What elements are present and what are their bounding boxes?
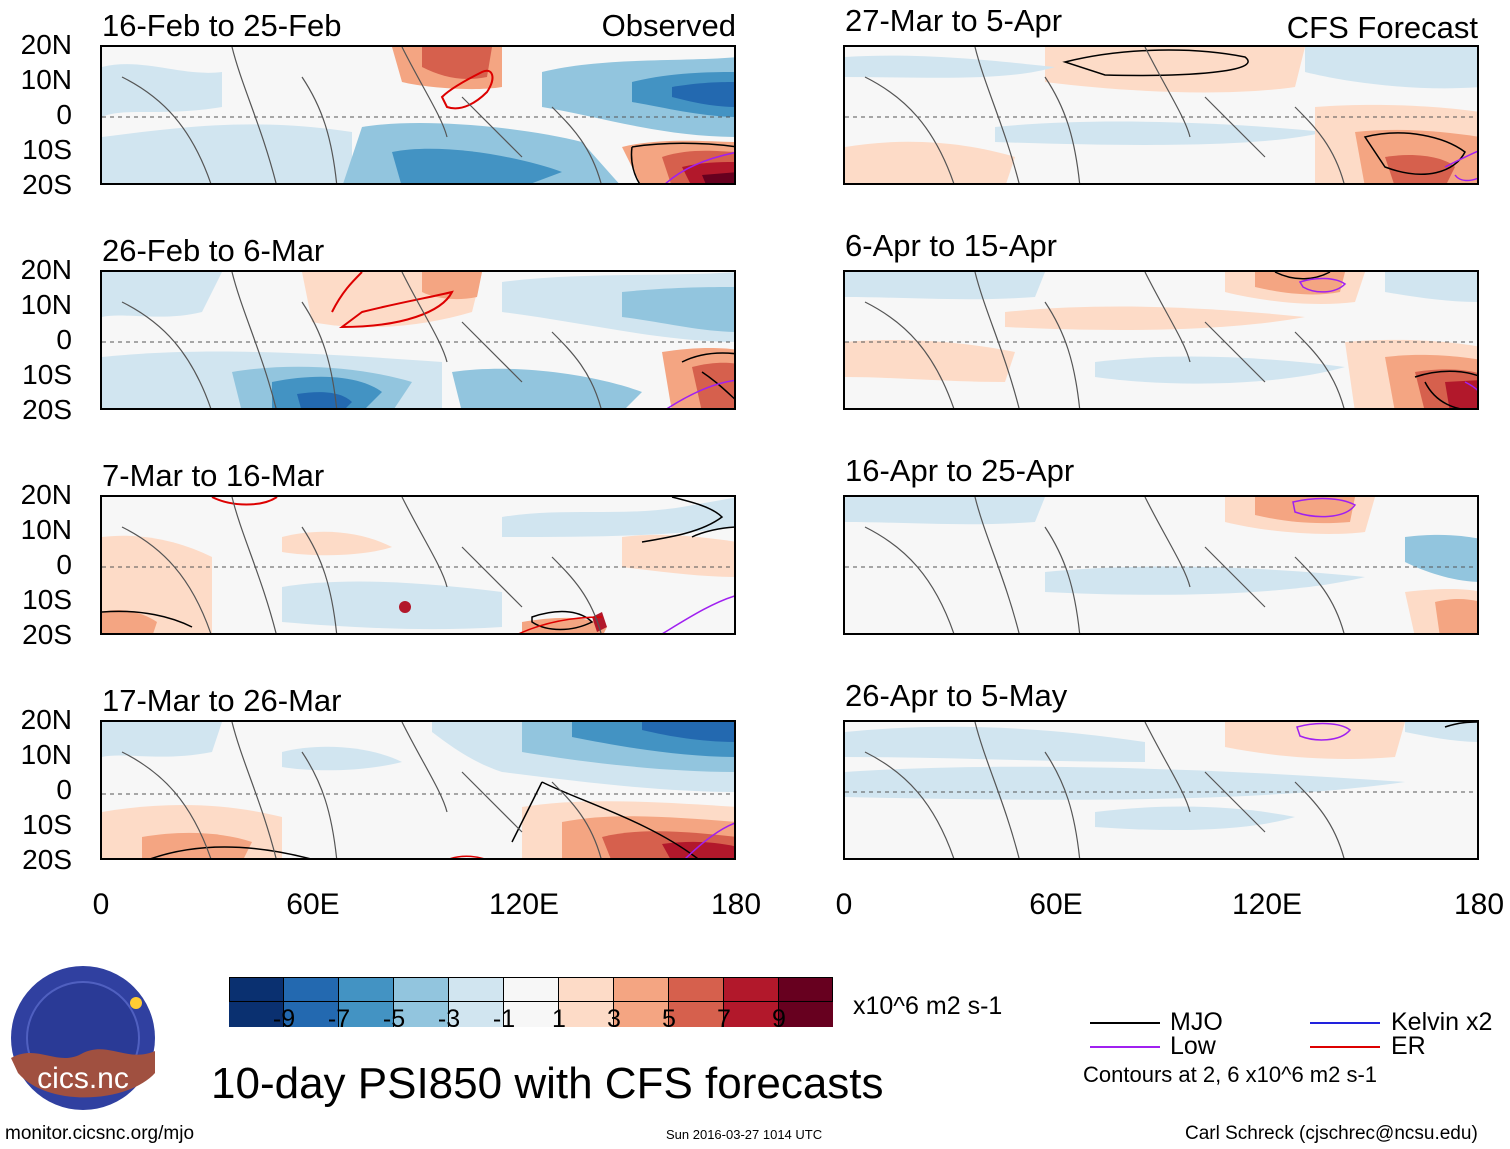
lat-label-10s: 10S <box>22 359 72 390</box>
lat-label-10s: 10S <box>22 809 72 840</box>
colorbar-label: -5 <box>382 1005 406 1033</box>
footer-timestamp: Sun 2016-03-27 1014 UTC <box>666 1127 823 1142</box>
colorbar-swatch <box>559 977 614 1027</box>
lat-label-20s: 20S <box>22 844 72 875</box>
colorbar-units: x10^6 m2 s-1 <box>853 992 1003 1020</box>
colorbar-swatch <box>339 977 394 1027</box>
legend-label-kelvin: Kelvin x2 <box>1391 1008 1493 1036</box>
colorbar-label: 3 <box>607 1005 621 1033</box>
panel-forecast-4 <box>843 720 1479 860</box>
panel-7-title: 16-Apr to 25-Apr <box>845 453 1075 488</box>
colorbar-frame <box>229 977 833 1002</box>
colorbar-swatch <box>229 977 284 1027</box>
lat-label-10n: 10N <box>20 64 72 95</box>
lat-label-20s: 20S <box>22 394 72 425</box>
panel-3-title: 7-Mar to 16-Mar <box>102 458 325 493</box>
colorbar-label: 1 <box>552 1005 566 1033</box>
panel-observed-1 <box>100 45 736 185</box>
panel-forecast-3 <box>843 495 1479 635</box>
panel-8-title: 26-Apr to 5-May <box>845 678 1068 713</box>
lon-label-180: 180 <box>1453 888 1505 921</box>
lat-label-10n: 10N <box>20 289 72 320</box>
lat-label-10n: 10N <box>20 514 72 545</box>
figure-title: 10-day PSI850 with CFS forecasts <box>211 1059 884 1108</box>
colorbar-label: -3 <box>437 1005 461 1033</box>
map-field <box>102 272 734 408</box>
lat-label-20s: 20S <box>22 169 72 200</box>
colorbar-swatch <box>394 977 449 1027</box>
lon-label-180: 180 <box>710 888 762 921</box>
lat-label-20n: 20N <box>20 704 72 735</box>
panel-observed-4 <box>100 720 736 860</box>
footer-url[interactable]: monitor.cicsnc.org/mjo <box>5 1123 195 1144</box>
lat-label-20s: 20S <box>22 619 72 650</box>
lat-label-eq: 0 <box>56 549 72 580</box>
map-field <box>845 47 1477 183</box>
lat-label-20n: 20N <box>20 29 72 60</box>
panel-1-title: 16-Feb to 25-Feb <box>102 8 342 43</box>
map-field <box>102 497 734 633</box>
legend-line-mjo <box>1090 1022 1160 1024</box>
colorbar-swatch <box>724 977 779 1027</box>
colorbar-label: 5 <box>662 1005 676 1033</box>
legend-line-kelvin <box>1310 1022 1380 1024</box>
colorbar-label: -9 <box>272 1005 296 1033</box>
panel-observed-3 <box>100 495 736 635</box>
panel-forecast-1 <box>843 45 1479 185</box>
colorbar-swatch <box>284 977 339 1027</box>
lon-label-120e: 120E <box>488 888 560 921</box>
lon-label-60e: 60E <box>1029 888 1083 921</box>
legend-line-low <box>1090 1046 1160 1048</box>
panel-5-label: CFS Forecast <box>1286 10 1478 45</box>
legend-label-low: Low <box>1170 1032 1216 1060</box>
lat-label-10s: 10S <box>22 584 72 615</box>
colorbar <box>229 977 833 1027</box>
map-field <box>845 497 1477 633</box>
legend-line-er <box>1310 1046 1380 1048</box>
lat-label-20n: 20N <box>20 479 72 510</box>
colorbar-swatch <box>504 977 559 1027</box>
map-field <box>845 272 1477 408</box>
cics-logo: cics.nc <box>11 966 155 1110</box>
contours-note: Contours at 2, 6 x10^6 m2 s-1 <box>1083 1062 1378 1087</box>
panel-forecast-2 <box>843 270 1479 410</box>
panel-observed-2 <box>100 270 736 410</box>
panel-4-title: 17-Mar to 26-Mar <box>102 683 342 718</box>
lat-label-10n: 10N <box>20 739 72 770</box>
legend-label-er: ER <box>1391 1032 1426 1060</box>
map-field <box>102 47 734 183</box>
panel-2-title: 26-Feb to 6-Mar <box>102 233 325 268</box>
colorbar-swatch <box>449 977 504 1027</box>
panel-1-label: Observed <box>601 8 736 43</box>
colorbar-swatch <box>614 977 669 1027</box>
colorbar-label: -7 <box>327 1005 351 1033</box>
lon-label-0: 0 <box>92 888 110 921</box>
logo-text: cics.nc <box>37 1062 129 1095</box>
colorbar-label: -1 <box>492 1005 516 1033</box>
map-field <box>845 722 1477 858</box>
lon-label-60e: 60E <box>286 888 340 921</box>
lat-label-eq: 0 <box>56 99 72 130</box>
lat-label-eq: 0 <box>56 324 72 355</box>
lat-label-eq: 0 <box>56 774 72 805</box>
lat-label-20n: 20N <box>20 254 72 285</box>
colorbar-label: 7 <box>717 1005 731 1033</box>
colorbar-swatch <box>779 977 833 1027</box>
footer-author: Carl Schreck (cjschrec@ncsu.edu) <box>1185 1123 1478 1144</box>
colorbar-label: 9 <box>772 1005 786 1033</box>
panel-5-title: 27-Mar to 5-Apr <box>845 3 1063 38</box>
lon-label-120e: 120E <box>1231 888 1303 921</box>
panel-6-title: 6-Apr to 15-Apr <box>845 228 1057 263</box>
colorbar-swatch <box>669 977 724 1027</box>
lon-label-0: 0 <box>835 888 853 921</box>
legend-label-mjo: MJO <box>1170 1008 1223 1036</box>
lat-label-10s: 10S <box>22 134 72 165</box>
map-field <box>102 722 734 858</box>
